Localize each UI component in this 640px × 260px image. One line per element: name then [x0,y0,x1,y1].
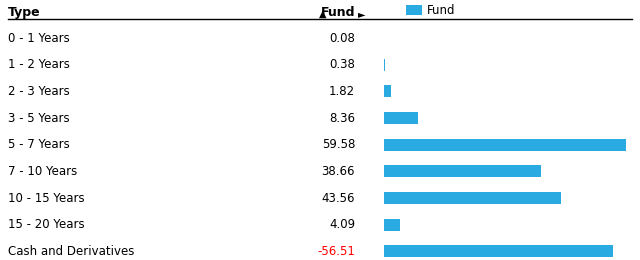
Text: 0.08: 0.08 [329,32,355,45]
Text: -56.51: -56.51 [317,245,355,258]
Bar [384,139,626,151]
Text: 1 - 2 Years: 1 - 2 Years [8,58,70,71]
Text: 1.82: 1.82 [329,85,355,98]
Text: 7 - 10 Years: 7 - 10 Years [8,165,77,178]
Text: 8.36: 8.36 [329,112,355,125]
Text: 59.58: 59.58 [322,138,355,151]
Text: 38.66: 38.66 [321,165,355,178]
Text: 10 - 15 Years: 10 - 15 Years [8,192,84,205]
Bar [384,192,561,204]
Text: ►: ► [358,9,365,19]
Text: ▲: ▲ [319,9,326,19]
Text: Cash and Derivatives: Cash and Derivatives [8,245,134,258]
Text: 2 - 3 Years: 2 - 3 Years [8,85,70,98]
Text: 43.56: 43.56 [321,192,355,205]
Text: 15 - 20 Years: 15 - 20 Years [8,218,84,231]
Text: Fund: Fund [321,6,355,19]
Bar [384,245,613,257]
Text: Fund: Fund [426,4,455,17]
Bar [384,165,541,177]
Text: 0.38: 0.38 [329,58,355,71]
Text: Type: Type [8,6,40,19]
Text: 4.09: 4.09 [329,218,355,231]
Bar [406,5,422,15]
Bar [384,219,401,231]
Bar [384,112,418,124]
Text: 5 - 7 Years: 5 - 7 Years [8,138,70,151]
Bar [384,59,385,71]
Text: 3 - 5 Years: 3 - 5 Years [8,112,69,125]
Bar [384,86,391,98]
Text: 0 - 1 Years: 0 - 1 Years [8,32,70,45]
